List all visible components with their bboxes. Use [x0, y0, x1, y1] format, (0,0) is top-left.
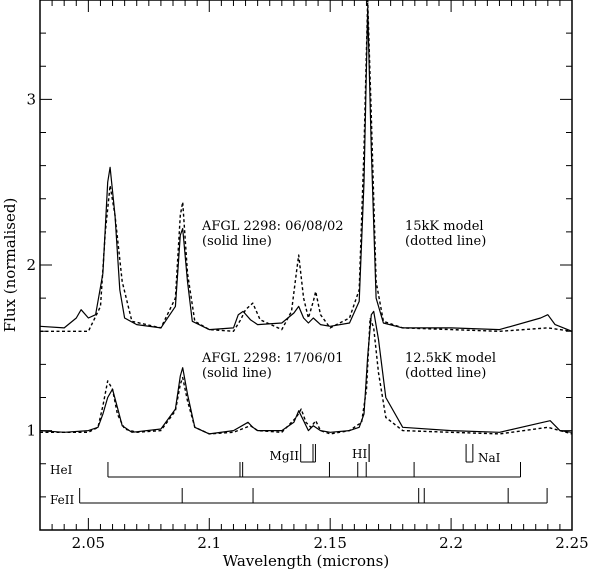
y-tick-labels: 1 2 3	[26, 90, 36, 439]
series-line-4-dotted	[40, 317, 573, 435]
y-axis-label: Flux (normalised)	[1, 198, 19, 333]
annotation-bottom-observed-line1: AFGL 2298: 17/06/01	[201, 351, 344, 366]
annotation-bottom-observed-line2: (solid line)	[202, 366, 272, 381]
marker-label-hi: HI	[352, 447, 367, 461]
y-tick-label: 3	[26, 90, 36, 108]
line-list-label-hei: HeI	[50, 463, 73, 477]
x-tick-label: 2.15	[313, 534, 346, 552]
x-axis-ticks	[39, 0, 573, 530]
x-tick-label: 2.25	[555, 534, 588, 552]
annotation-top-model-line2: (dotted line)	[405, 234, 486, 249]
x-axis-label: Wavelength (microns)	[223, 552, 390, 570]
series-line-1-solid	[39, 7, 573, 332]
annotation-top-observed-line2: (solid line)	[202, 234, 272, 249]
line-list-label-feii: FeII	[50, 493, 75, 507]
series-line-2-dotted	[40, 0, 573, 332]
x-tick-label: 2.2	[439, 534, 463, 552]
annotation-top-observed-line1: AFGL 2298: 06/08/02	[201, 219, 344, 234]
annotation-top-model-line1: 15kK model	[405, 219, 484, 234]
y-tick-label: 1	[26, 422, 36, 440]
x-tick-label: 2.05	[72, 534, 105, 552]
marker-label-nai: NaI	[478, 451, 501, 465]
marker-label-mgii: MgII	[270, 449, 300, 463]
line-identification-layer	[79, 444, 548, 504]
series-layer	[39, 0, 573, 435]
x-tick-label: 2.1	[197, 534, 221, 552]
annotation-bottom-model-line2: (dotted line)	[405, 366, 486, 381]
annotation-bottom-model-line1: 12.5kK model	[405, 351, 496, 366]
y-tick-label: 2	[26, 256, 36, 274]
x-tick-labels: 2.05 2.1 2.15 2.2 2.25	[72, 534, 589, 552]
